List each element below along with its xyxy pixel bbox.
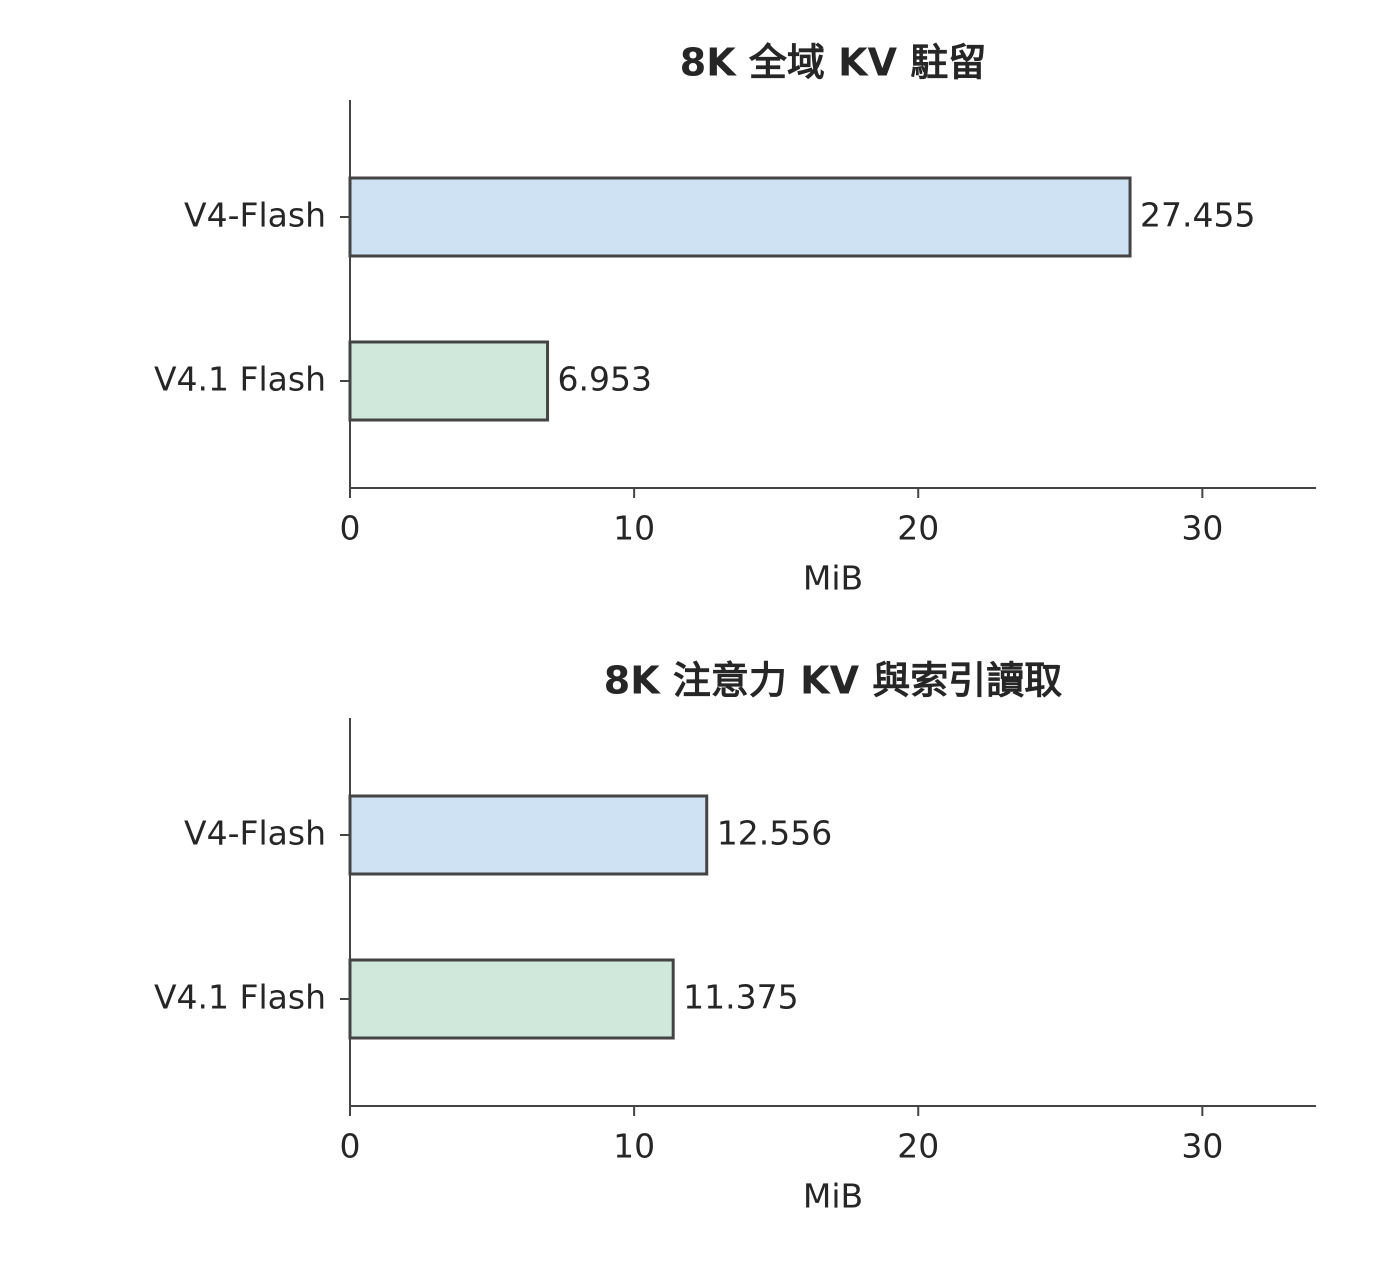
value-label: 27.455 (1140, 196, 1255, 235)
bar (348, 794, 709, 876)
x-tick-label: 20 (897, 509, 939, 548)
y-tick-label: V4.1 Flash (154, 360, 326, 399)
bar (348, 958, 675, 1040)
x-axis-label: MiB (803, 1177, 863, 1216)
bar (348, 176, 1132, 258)
bar (348, 340, 550, 422)
y-tick-label: V4-Flash (184, 814, 326, 853)
x-tick-label: 10 (613, 1127, 655, 1166)
x-tick-label: 30 (1181, 509, 1223, 548)
y-tick-label: V4-Flash (184, 196, 326, 235)
y-tick-label: V4.1 Flash (154, 978, 326, 1017)
x-axis-label: MiB (803, 559, 863, 598)
value-label: 12.556 (717, 814, 832, 853)
x-tick-label: 10 (613, 509, 655, 548)
value-label: 11.375 (683, 978, 798, 1017)
chart-title: 8K 全域 KV 駐留 (680, 41, 986, 85)
chart-title: 8K 注意力 KV 與索引讀取 (604, 659, 1062, 703)
value-label: 6.953 (558, 360, 652, 399)
x-tick-label: 0 (340, 509, 361, 548)
x-tick-label: 30 (1181, 1127, 1223, 1166)
x-tick-label: 0 (340, 1127, 361, 1166)
x-tick-label: 20 (897, 1127, 939, 1166)
